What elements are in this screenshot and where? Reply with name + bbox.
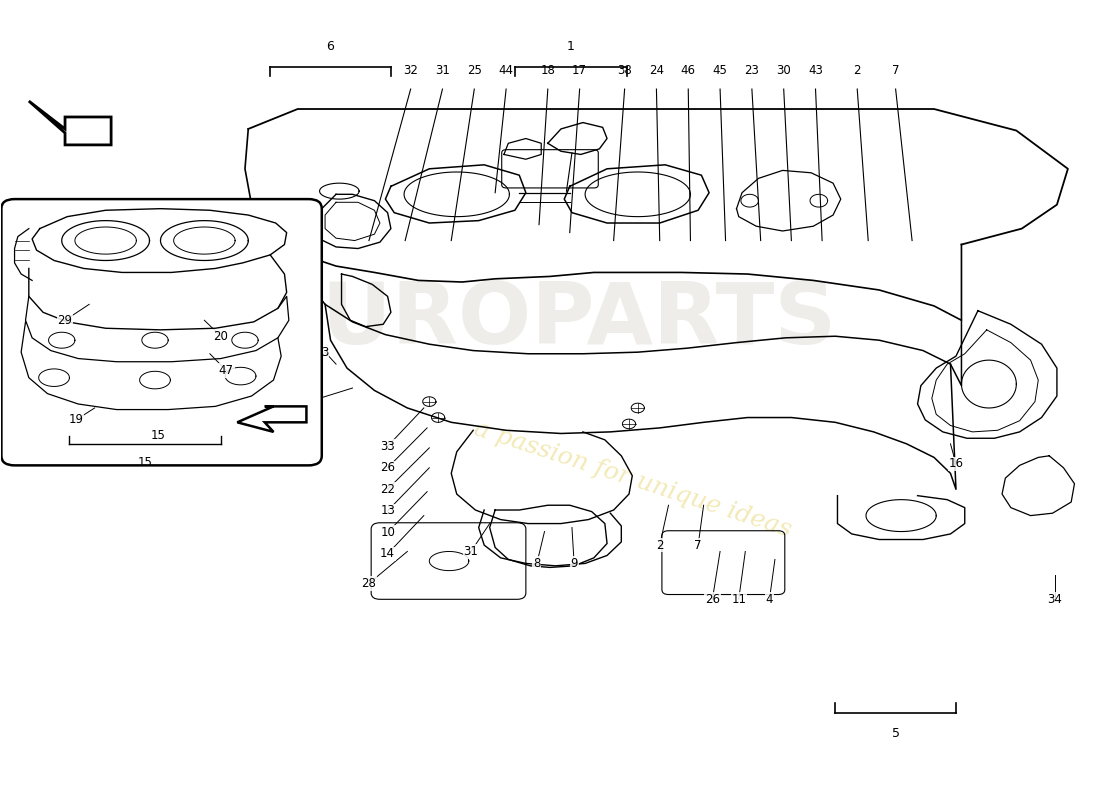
Text: 22: 22 — [381, 482, 395, 496]
Text: 38: 38 — [617, 64, 632, 77]
Text: 15: 15 — [151, 430, 166, 442]
Polygon shape — [238, 406, 307, 432]
Text: 19: 19 — [68, 414, 84, 426]
Text: a passion for unique ideas: a passion for unique ideas — [471, 418, 794, 542]
Text: 18: 18 — [540, 64, 556, 77]
Text: 15: 15 — [138, 456, 153, 469]
Text: 25: 25 — [466, 64, 482, 77]
Text: 14: 14 — [381, 547, 395, 560]
Text: 7: 7 — [892, 64, 900, 77]
Text: 11: 11 — [732, 593, 746, 606]
Text: 20: 20 — [213, 330, 229, 342]
Text: 31: 31 — [434, 64, 450, 77]
Text: 34: 34 — [1047, 593, 1063, 606]
Text: 2: 2 — [854, 64, 861, 77]
Text: 8: 8 — [534, 557, 540, 570]
Text: 43: 43 — [808, 64, 823, 77]
Text: 44: 44 — [498, 64, 514, 77]
Text: 12: 12 — [307, 394, 321, 406]
FancyBboxPatch shape — [1, 199, 322, 466]
Text: 47: 47 — [219, 364, 234, 377]
Text: 13: 13 — [381, 504, 395, 518]
Text: 32: 32 — [404, 64, 418, 77]
Text: 5: 5 — [892, 727, 900, 740]
Text: 30: 30 — [777, 64, 791, 77]
Text: 6: 6 — [327, 40, 334, 54]
Text: 16: 16 — [948, 458, 964, 470]
Text: 33: 33 — [381, 440, 395, 453]
Text: 3: 3 — [321, 346, 329, 358]
Text: 45: 45 — [713, 64, 727, 77]
Text: 7: 7 — [694, 538, 702, 551]
Text: 29: 29 — [57, 314, 73, 326]
Text: 10: 10 — [381, 526, 395, 539]
Text: 9: 9 — [571, 557, 578, 570]
Text: 2: 2 — [656, 538, 663, 551]
Text: 31: 31 — [463, 545, 478, 558]
Text: 26: 26 — [381, 462, 395, 474]
Text: 27: 27 — [76, 294, 91, 307]
Text: EUROPARTS: EUROPARTS — [263, 278, 837, 362]
Text: 26: 26 — [705, 593, 719, 606]
Text: 28: 28 — [362, 577, 376, 590]
Text: 24: 24 — [649, 64, 664, 77]
Text: 1: 1 — [566, 40, 575, 54]
Polygon shape — [29, 101, 111, 145]
Text: 4: 4 — [766, 593, 773, 606]
Text: 17: 17 — [572, 64, 587, 77]
Text: 23: 23 — [745, 64, 759, 77]
Text: 46: 46 — [681, 64, 695, 77]
